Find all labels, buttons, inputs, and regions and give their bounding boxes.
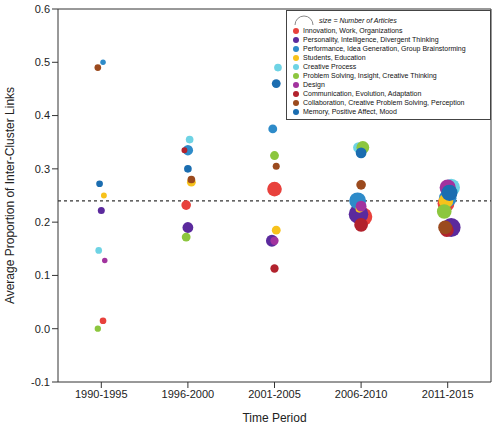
svg-text:0.2: 0.2 [35,216,50,228]
svg-text:0.0: 0.0 [35,323,50,335]
svg-text:Time Period: Time Period [242,411,306,425]
html-text:Personality, Intelligence, Div: Personality, Intelligence, Divergent Thi… [303,36,439,43]
html-text:Creative Process: Creative Process [303,63,357,70]
svg-text:2006-2010: 2006-2010 [335,388,388,400]
svg-text:1990-1995: 1990-1995 [75,388,128,400]
html-text:Students, Education: Students, Education [303,54,366,61]
svg-text:0.4: 0.4 [35,109,50,121]
svg-text:-0.1: -0.1 [31,376,50,388]
svg-text:2011-2015: 2011-2015 [422,388,474,400]
svg-text:Average Proportion of Inter-Cl: Average Proportion of Inter-Cluster Link… [3,87,17,304]
svg-text:0.6: 0.6 [35,3,50,15]
html-text:Design: Design [303,81,325,88]
html-text:Memory, Positive Affect, Mood: Memory, Positive Affect, Mood [303,108,397,115]
html-text:size = Number of Articles: size = Number of Articles [319,16,397,24]
html-text:Problem Solving, Insight, Crea: Problem Solving, Insight, Creative Think… [303,72,437,79]
svg-text:2001-2005: 2001-2005 [248,388,301,400]
html-text:Collaboration, Creative Proble: Collaboration, Creative Problem Solving,… [303,99,465,106]
html-text:Innovation, Work, Organization: Innovation, Work, Organizations [303,27,403,34]
svg-text:1996-2000: 1996-2000 [162,388,215,400]
svg-text:0.1: 0.1 [35,269,50,281]
html-text:Performance, Idea Generation,: Performance, Idea Generation, Group Brai… [303,45,466,52]
svg-text:0.3: 0.3 [35,163,50,175]
svg-text:0.5: 0.5 [35,56,50,68]
html-text:Communication, Evolution, Adap: Communication, Evolution, Adaptation [303,90,422,97]
